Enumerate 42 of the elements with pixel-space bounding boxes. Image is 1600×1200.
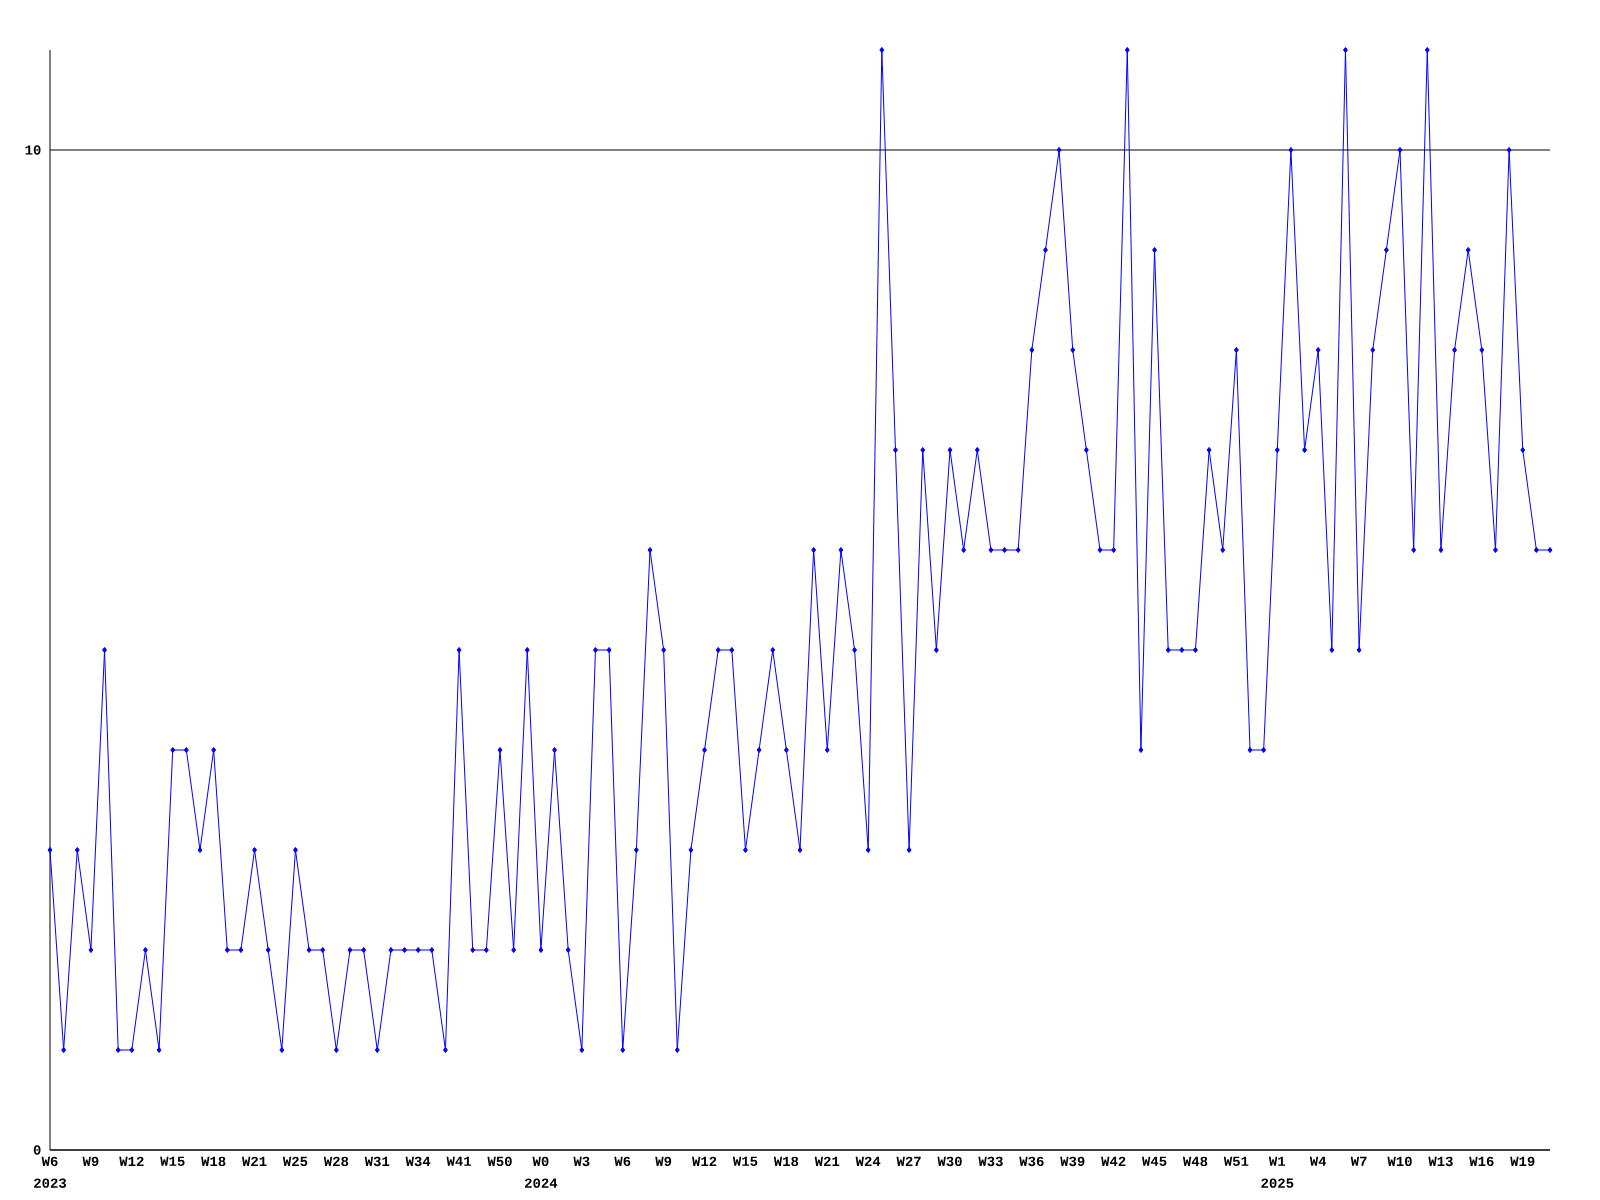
x-tick-label: W33 xyxy=(978,1156,1003,1167)
x-tick-label: W15 xyxy=(160,1156,185,1166)
x-tick-label: W27 xyxy=(896,1156,921,1166)
x-tick-label: W0 xyxy=(532,1156,549,1167)
x-tick-label: W16 xyxy=(1469,1156,1494,1167)
x-tick-label: W24 xyxy=(855,1156,881,1166)
x-tick-label: W10 xyxy=(1387,1156,1412,1167)
text: 2023 xyxy=(34,1178,67,1188)
x-tick-label: W6 xyxy=(614,1156,631,1167)
x-tick-label: W30 xyxy=(937,1156,962,1167)
x-tick-label: W21 xyxy=(814,1156,840,1166)
x-tick-label: W3 xyxy=(573,1156,590,1167)
x-tick-label: W15 xyxy=(732,1156,758,1166)
x-tick-label: W42 xyxy=(1101,1156,1126,1166)
y-tick-label: 0 xyxy=(33,1145,41,1155)
x-tick-label: W19 xyxy=(1510,1156,1535,1167)
x-tick-label: W50 xyxy=(487,1156,512,1167)
x-tick-label: W18 xyxy=(773,1156,799,1167)
x-tick-label: W18 xyxy=(201,1156,226,1167)
x-tick-label: W31 xyxy=(364,1156,390,1167)
x-tick-label: W25 xyxy=(282,1156,308,1167)
x-tick-label: W48 xyxy=(1182,1156,1208,1167)
text: 2025 xyxy=(1261,1178,1294,1188)
y-tick-label: 10 xyxy=(25,145,41,155)
x-tick-label: W12 xyxy=(119,1156,144,1166)
x-tick-label: W1 xyxy=(1268,1156,1286,1166)
x-tick-label: W34 xyxy=(405,1156,431,1167)
x-tick-label: W39 xyxy=(1060,1156,1085,1167)
x-tick-label: W9 xyxy=(655,1156,672,1167)
x-tick-label: W36 xyxy=(1019,1156,1044,1167)
x-tick-label: W9 xyxy=(82,1156,99,1167)
x-tick-label: W21 xyxy=(241,1156,267,1166)
x-tick-label: W4 xyxy=(1309,1156,1327,1166)
x-tick-label: W28 xyxy=(323,1156,349,1167)
x-tick-label: W6 xyxy=(41,1156,58,1167)
x-tick-label: W12 xyxy=(692,1156,717,1166)
x-tick-label: W41 xyxy=(446,1156,472,1166)
x-tick-label: W7 xyxy=(1350,1156,1367,1166)
text: 2024 xyxy=(525,1178,558,1188)
x-tick-label: W51 xyxy=(1223,1156,1249,1166)
x-tick-label: W13 xyxy=(1428,1156,1453,1167)
x-tick-label: W45 xyxy=(1142,1156,1167,1166)
